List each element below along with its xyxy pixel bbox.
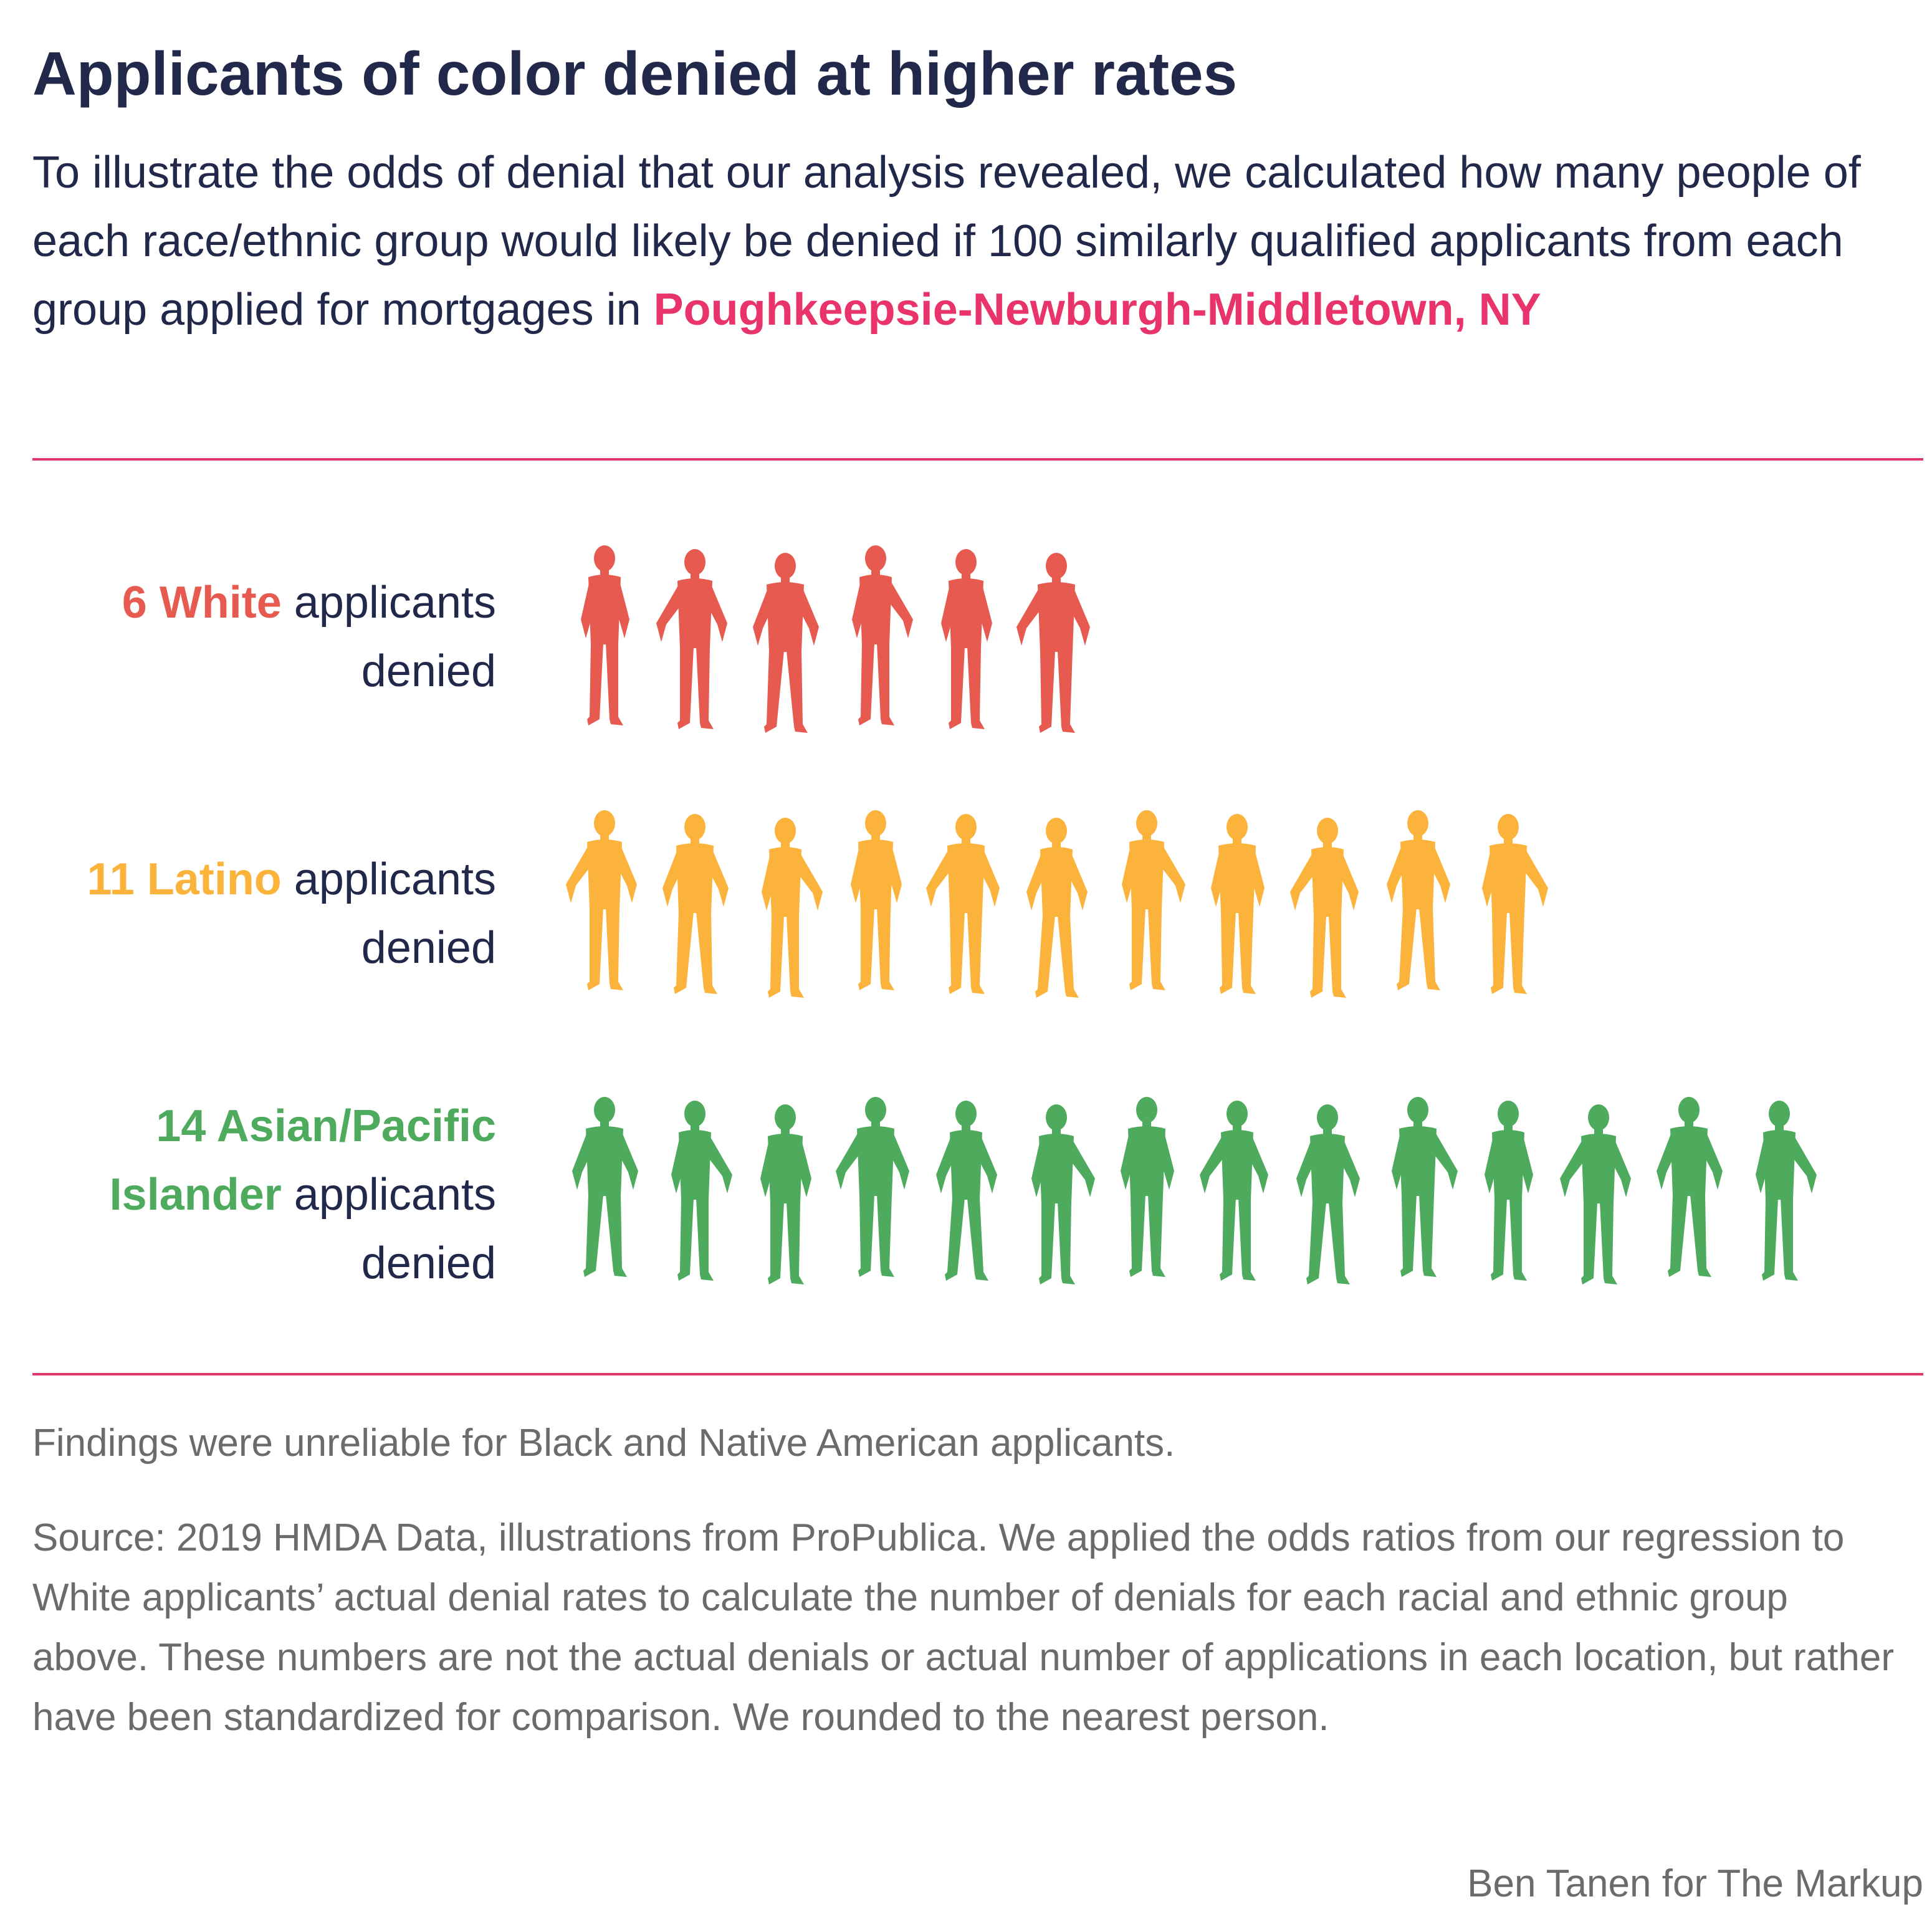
- person-icon-asian: [1485, 1101, 1533, 1281]
- person-icon-asian: [836, 1097, 909, 1277]
- count-label: 6: [122, 578, 147, 628]
- person-icon-latino: [1026, 818, 1088, 998]
- person-icon-latino: [762, 818, 823, 998]
- person-icon-white: [656, 549, 727, 729]
- suffix-applicants: applicants: [281, 854, 496, 904]
- credit: Ben Tanen for The Markup: [1467, 1862, 1923, 1905]
- person-icon-asian: [1121, 1097, 1174, 1277]
- row-label-white-count: 6 White: [122, 578, 282, 628]
- person-icon-latino: [1211, 814, 1265, 994]
- person-icon-asian: [1296, 1104, 1360, 1284]
- top-divider: [32, 458, 1923, 461]
- person-icon-latino: [1122, 810, 1185, 990]
- person-icon-latino: [1387, 810, 1450, 990]
- group-label-line2: Islander: [109, 1170, 282, 1220]
- group-label-line1: Asian/Pacific: [216, 1101, 496, 1151]
- suffix-applicants: applicants: [281, 1170, 496, 1220]
- footnote: Findings were unreliable for Black and N…: [32, 1422, 1175, 1465]
- person-icon-asian: [671, 1101, 732, 1281]
- person-icon-latino: [566, 810, 637, 990]
- person-icon-white: [753, 553, 819, 733]
- suffix-denied: denied: [361, 646, 496, 696]
- suffix-applicants: applicants: [281, 578, 496, 628]
- graphic: Applicants of color denied at higher rat…: [32, 0, 1923, 1932]
- person-icon-asian: [1031, 1104, 1095, 1284]
- count-label: 14: [156, 1101, 206, 1151]
- person-icon-latino: [662, 814, 729, 994]
- row-label-latino: 11 Latino applicants denied: [87, 845, 496, 982]
- person-icon-asian: [1392, 1097, 1458, 1277]
- person-icon-asian: [1756, 1101, 1817, 1281]
- person-icon-latino: [1482, 814, 1548, 994]
- suffix-denied: denied: [361, 1238, 496, 1288]
- person-icon-latino: [926, 814, 1000, 994]
- person-icon-asian: [1200, 1101, 1268, 1281]
- person-icon-asian: [760, 1104, 811, 1284]
- person-icon-asian: [1560, 1104, 1631, 1284]
- person-icon-white: [581, 545, 629, 725]
- subtitle-location: Poughkeepsie-Newburgh-Middletown, NY: [653, 285, 1541, 335]
- person-icon-asian: [572, 1097, 638, 1277]
- person-icon-white: [1016, 553, 1090, 733]
- person-icon-white: [852, 545, 913, 725]
- person-icon-asian: [936, 1101, 997, 1281]
- bottom-divider: [32, 1373, 1923, 1375]
- chart-subtitle: To illustrate the odds of denial that ou…: [32, 138, 1915, 344]
- person-icon-asian: [1657, 1097, 1723, 1277]
- person-icon-latino: [1290, 818, 1359, 998]
- suffix-denied: denied: [361, 923, 496, 973]
- chart-title: Applicants of color denied at higher rat…: [32, 39, 1238, 108]
- row-label-asian-count: 14 Asian/Pacific: [156, 1101, 496, 1151]
- person-icon-latino: [851, 810, 902, 990]
- row-label-asian: 14 Asian/Pacific Islander applicants denie…: [110, 1092, 496, 1298]
- person-icon-white: [941, 549, 992, 729]
- source-note: Source: 2019 HMDA Data, illustrations fr…: [32, 1516, 1895, 1739]
- count-label: 11: [87, 854, 135, 904]
- row-label-white: 6 White applicants denied: [122, 568, 496, 705]
- row-label-latino-count: 11 Latino: [87, 854, 282, 904]
- group-label: White: [159, 578, 282, 628]
- group-label: Latino: [146, 854, 282, 904]
- subtitle-text: To illustrate the odds of denial that ou…: [32, 148, 1861, 335]
